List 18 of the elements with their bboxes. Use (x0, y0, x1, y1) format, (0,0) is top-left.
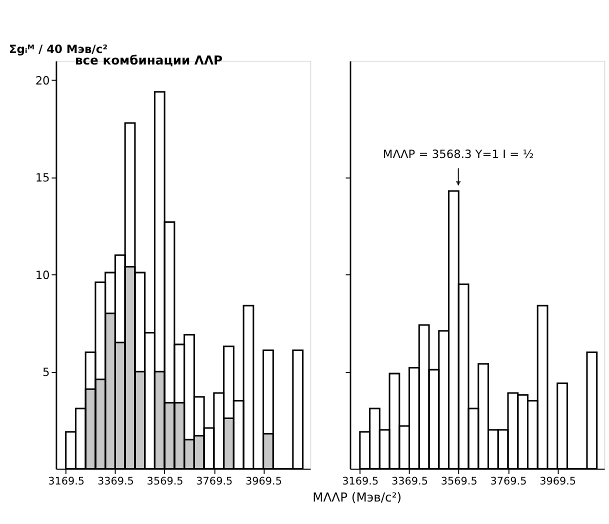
y-tick-label: 10 (35, 268, 50, 282)
y-tick-label: 15 (35, 170, 50, 185)
annotation: MΛΛР = 3568.3 Y=1 I = ½ (382, 146, 534, 161)
x-tick-label: 3969.5 (540, 475, 576, 488)
x-tick-label: 3169.5 (342, 475, 379, 488)
x-tick-label: 3769.5 (196, 475, 233, 488)
x-tick-label: 3369.5 (97, 475, 134, 488)
y-tick-label: 20 (35, 74, 50, 88)
x-tick-label: 3969.5 (246, 475, 282, 488)
y-tick-label: 5 (42, 364, 50, 379)
x-axis-title: MΛΛР (Мэв/c²) (312, 490, 402, 504)
x-tick-label: 3169.5 (48, 475, 85, 488)
y-axis-title: Σgᵢᴹ / 40 Мэв/c² (9, 42, 108, 56)
x-tick-label: 3569.5 (440, 475, 478, 488)
x-tick-label: 3369.5 (392, 475, 428, 488)
x-tick-label: 3769.5 (490, 475, 527, 488)
x-tick-label: 3569.5 (146, 475, 184, 488)
chart-title: все комбинации ΛΛР (74, 54, 223, 68)
